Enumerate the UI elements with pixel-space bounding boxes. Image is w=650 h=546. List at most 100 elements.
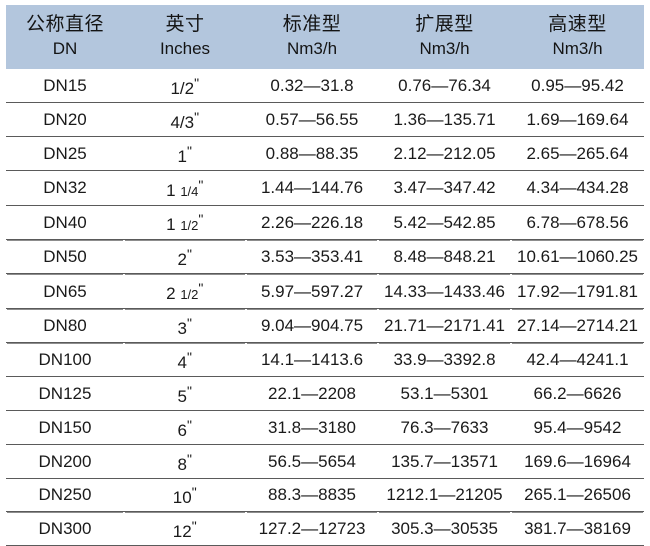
- cell-inches: 3": [124, 308, 246, 343]
- cell-extended: 76.3—7633: [378, 410, 511, 445]
- cell-extended: 3.47—347.42: [378, 170, 511, 206]
- cell-dn: DN25: [6, 136, 124, 171]
- cell-standard: 9.04—904.75: [246, 308, 378, 343]
- cell-inches: 2": [124, 239, 246, 275]
- table-row: DN125 5" 22.1—2208 53.1—5301 66.2—6626: [6, 376, 644, 411]
- table-row: DN100 4" 14.1—1413.6 33.9—3392.8 42.4—4241.1: [6, 342, 644, 377]
- inch-mark: ": [186, 416, 193, 433]
- column-header-extended-title: 扩展型: [415, 14, 474, 35]
- cell-extended: 8.48—848.21: [378, 239, 511, 275]
- cell-highspeed: 6.78—678.56: [511, 205, 644, 241]
- inch-mark: ": [186, 246, 193, 263]
- inch-mark: ": [186, 142, 193, 159]
- inch-mark: ": [194, 75, 200, 91]
- cell-highspeed: 10.61—1060.25: [511, 239, 644, 275]
- cell-standard: 1.44—144.76: [246, 170, 378, 206]
- inches-fraction: 1/2: [180, 218, 199, 234]
- inch-mark: ": [186, 315, 193, 332]
- cell-extended: 305.3—30535: [378, 511, 511, 546]
- cell-dn: DN50: [6, 239, 124, 275]
- cell-inches: 2 1/2": [124, 273, 246, 310]
- cell-standard: 0.88—88.35: [246, 136, 378, 171]
- cell-dn: DN65: [6, 273, 124, 310]
- table-header: 公称直径 DN 英寸 Inches 标准型 Nm3/h 扩展型 Nm3/h 高速…: [6, 5, 644, 69]
- inches-fraction: 1/4: [180, 183, 199, 199]
- cell-extended: 5.42—542.85: [378, 205, 511, 241]
- cell-highspeed: 1.69—169.64: [511, 102, 644, 137]
- inches-whole: 2: [177, 250, 187, 270]
- cell-highspeed: 42.4—4241.1: [511, 342, 644, 377]
- table-row: DN200 8" 56.5—5654 135.7—13571 169.6—16964: [6, 444, 644, 479]
- cell-inches: 4": [124, 342, 246, 377]
- cell-standard: 3.53—353.41: [246, 239, 378, 275]
- table-row: DN250 10" 88.3—8835 1212.1—21205 265.1—26506: [6, 478, 644, 513]
- column-header-dn-title: 公称直径: [25, 14, 104, 35]
- table-row: DN80 3" 9.04—904.75 21.71—2171.41 27.14—2714…: [6, 308, 644, 343]
- inch-mark: ": [186, 349, 193, 365]
- table-body: DN15 1/2" 0.32—31.8 0.76—76.34 0.95—95.42 DN2…: [6, 69, 644, 546]
- column-header-extended: 扩展型 Nm3/h: [378, 5, 511, 69]
- cell-standard: 14.1—1413.6: [246, 342, 378, 377]
- cell-standard: 0.32—31.8: [246, 69, 378, 103]
- cell-standard: 88.3—8835: [246, 478, 378, 513]
- inches-whole: 6: [177, 420, 187, 440]
- cell-extended: 21.71—2171.41: [378, 308, 511, 343]
- cell-extended: 53.1—5301: [378, 376, 511, 411]
- cell-standard: 0.57—56.55: [246, 102, 378, 137]
- cell-highspeed: 27.14—2714.21: [511, 308, 644, 343]
- cell-standard: 5.97—597.27: [246, 273, 378, 310]
- inches-fraction: 1/2: [170, 78, 195, 98]
- inch-mark: ": [198, 176, 204, 193]
- cell-extended: 1.36—135.71: [378, 102, 511, 137]
- table-row: DN25 1" 0.88—88.35 2.12—212.05 2.65—265.64: [6, 136, 644, 171]
- cell-dn: DN150: [6, 410, 124, 445]
- cell-standard: 127.2—12723: [246, 511, 378, 546]
- cell-extended: 33.9—3392.8: [378, 342, 511, 377]
- cell-dn: DN80: [6, 308, 124, 343]
- cell-highspeed: 2.65—265.64: [511, 136, 644, 171]
- cell-inches: 8": [124, 444, 246, 479]
- cell-highspeed: 169.6—16964: [511, 444, 644, 479]
- cell-extended: 0.76—76.34: [378, 69, 511, 103]
- inch-mark: ": [191, 518, 198, 535]
- cell-dn: DN125: [6, 376, 124, 411]
- inches-whole: 1: [166, 215, 176, 235]
- inch-mark: ": [198, 211, 204, 228]
- table-row: DN65 2 1/2" 5.97—597.27 14.33—1433.46 17.92—…: [6, 273, 644, 310]
- cell-dn: DN40: [6, 205, 124, 241]
- column-header-dn-unit: DN: [52, 39, 78, 58]
- inches-whole: 8: [177, 454, 187, 474]
- cell-extended: 1212.1—21205: [378, 478, 511, 513]
- cell-highspeed: 265.1—26506: [511, 478, 644, 513]
- cell-standard: 31.8—3180: [246, 410, 378, 445]
- header-row: 公称直径 DN 英寸 Inches 标准型 Nm3/h 扩展型 Nm3/h 高速…: [6, 5, 644, 69]
- table-row: DN32 1 1/4" 1.44—144.76 3.47—347.42 4.34—434…: [6, 170, 644, 206]
- inches-fraction: 1/2: [180, 287, 199, 303]
- table-row: DN20 4/3" 0.57—56.55 1.36—135.71 1.69—169.64: [6, 102, 644, 137]
- cell-highspeed: 4.34—434.28: [511, 170, 644, 206]
- cell-dn: DN300: [6, 511, 124, 546]
- cell-highspeed: 17.92—1791.81: [511, 273, 644, 310]
- inches-whole: 4: [177, 352, 187, 372]
- table-row: DN50 2" 3.53—353.41 8.48—848.21 10.61—1060.2…: [6, 239, 644, 275]
- cell-inches: 1": [124, 136, 246, 171]
- column-header-standard-unit: Nm3/h: [286, 39, 338, 58]
- cell-inches: 12": [124, 511, 246, 546]
- inch-mark: ": [198, 280, 204, 297]
- flow-capacity-table: 公称直径 DN 英寸 Inches 标准型 Nm3/h 扩展型 Nm3/h 高速…: [6, 5, 644, 546]
- column-header-highspeed-unit: Nm3/h: [552, 39, 603, 58]
- cell-extended: 135.7—13571: [378, 444, 511, 479]
- cell-standard: 2.26—226.18: [246, 205, 378, 241]
- inches-whole: 12: [172, 522, 192, 542]
- cell-inches: 10": [124, 478, 246, 513]
- column-header-standard-title: 标准型: [282, 14, 342, 35]
- cell-inches: 5": [124, 376, 246, 411]
- cell-inches: 4/3": [124, 102, 246, 137]
- column-header-standard: 标准型 Nm3/h: [246, 5, 378, 69]
- column-header-inches-title: 英寸: [165, 14, 205, 35]
- cell-extended: 14.33—1433.46: [378, 273, 511, 310]
- inch-mark: ": [194, 108, 200, 125]
- cell-highspeed: 95.4—9542: [511, 410, 644, 445]
- table-row: DN15 1/2" 0.32—31.8 0.76—76.34 0.95—95.42: [6, 69, 644, 103]
- inch-mark: ": [186, 450, 193, 467]
